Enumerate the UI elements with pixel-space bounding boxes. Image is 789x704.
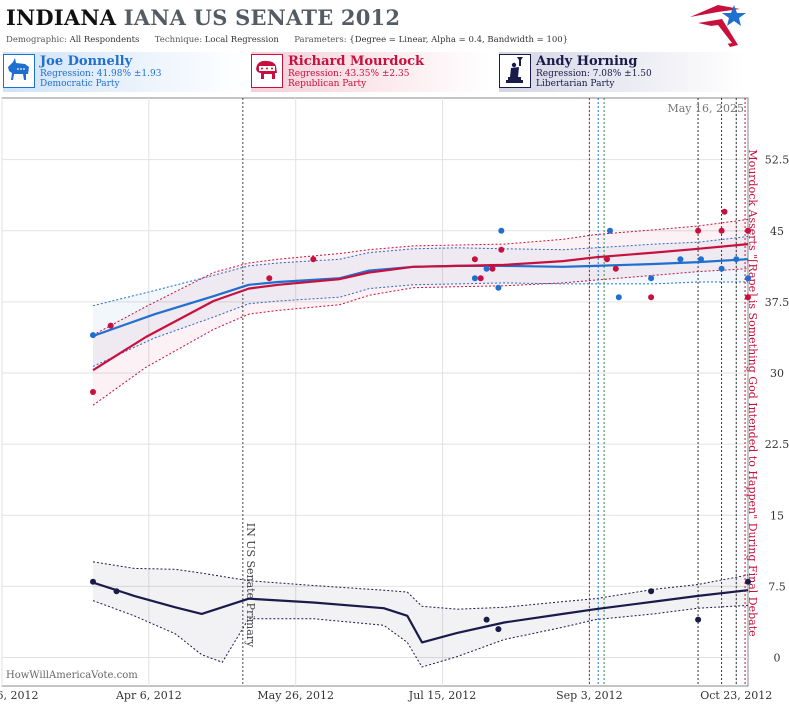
y-tick-label: 37.5 [765,296,789,309]
poll-point [695,616,702,623]
demographic-value: All Respondents [69,35,140,45]
poll-point [648,294,655,301]
poll-point [721,208,728,215]
poll-point [266,275,273,282]
poll-regression-chart: IN US Senate Primary Mourdock Asserts "[R… [0,97,789,702]
candidate-party: Democratic Party [40,79,120,89]
x-tick-label: Oct 23, 2012 [700,689,772,702]
poll-point [471,275,478,282]
title-state: INDIANA [6,5,117,30]
candidate-panel: Joe Donnelly Regression: 41.98% ±1.93 De… [0,52,789,94]
event-annotation: IN US Senate Primary [244,523,257,648]
x-tick-label: Sep 3, 2012 [556,689,623,702]
trend-line [92,581,749,644]
poll-point [695,227,702,234]
poll-point [612,265,619,272]
date-stamp: May 16, 2025 [667,102,744,115]
star-swoosh-logo-icon [690,5,746,47]
parameters-line: Demographic: All Respondents Technique: … [6,35,568,45]
poll-point [745,227,751,234]
parameters-value: {Degree = Linear, Alpha = 0.4, Bandwidth… [349,35,569,45]
y-tick-label: 15 [770,509,784,522]
y-tick-label: 0 [774,652,781,665]
poll-point [745,578,751,585]
page-title: INDIANA IANA US SENATE 2012 [6,5,400,30]
candidate-card-horning: Andy Horning Regression: 7.08% ±1.50 Lib… [499,52,744,92]
y-tick-label: 45 [770,225,784,238]
candidate-name: Richard Mourdock [288,54,425,69]
statue-of-liberty-icon [499,54,531,88]
demographic-label: Demographic: [6,35,67,45]
poll-point [648,588,655,595]
donkey-icon [3,54,35,88]
technique-label: Technique: [154,35,203,45]
y-tick-label: 7.5 [768,580,786,593]
poll-point [733,256,740,263]
poll-point [483,265,490,272]
poll-point [113,588,120,595]
poll-point [495,284,502,291]
x-tick-label: Jul 15, 2012 [408,689,477,702]
poll-point [489,265,496,272]
y-tick-label: 30 [770,367,784,380]
plot-frame [1,97,749,687]
candidate-regression: Regression: 43.35% ±2.35 [288,69,410,79]
poll-point [604,256,610,263]
poll-point [718,227,725,234]
poll-point [745,275,751,282]
candidate-card-mourdock: Richard Mourdock Regression: 43.35% ±2.3… [251,52,491,92]
candidate-name: Andy Horning [536,54,638,69]
poll-point [615,294,622,301]
poll-point [745,294,751,301]
y-tick-label: 22.5 [765,438,789,451]
poll-point [498,227,505,234]
poll-point [498,246,505,253]
candidate-party: Libertarian Party [536,79,615,89]
poll-point [677,256,684,263]
candidate-card-donnelly: Joe Donnelly Regression: 41.98% ±1.93 De… [3,52,243,92]
candidate-regression: Regression: 7.08% ±1.50 [536,69,652,79]
poll-point [477,275,484,282]
band-upper-line [92,561,749,610]
candidate-name: Joe Donnelly [40,54,133,69]
credit-text: HowWillAmericaVote.com [6,670,138,681]
trend-line [92,243,749,372]
poll-point [495,626,502,633]
poll-point [471,256,478,263]
poll-point [607,227,613,234]
poll-point [648,275,655,282]
parameters-label: Parameters: [294,35,347,45]
candidate-regression: Regression: 41.98% ±1.93 [40,69,162,79]
x-tick-label: May 26, 2012 [257,689,334,702]
band-lower-line [92,600,749,668]
confidence-band [93,561,748,667]
poll-point [90,332,96,339]
poll-point [90,389,96,395]
technique-value: Local Regression [204,35,279,45]
confidence-band [93,236,748,367]
band-upper-line [92,218,749,336]
band-upper-line [92,236,749,307]
event-annotation: Mourdock Asserts "[Rape] is Something Go… [746,149,759,636]
elephant-icon [251,54,283,88]
poll-point [310,256,317,263]
x-tick-label: Feb 16, 2012 [0,689,39,702]
poll-point [698,256,704,263]
title-race: IANA US SENATE 2012 [123,5,401,30]
band-lower-line [92,268,749,406]
poll-point [718,265,725,272]
x-tick-label: Apr 6, 2012 [115,689,182,702]
poll-point [90,578,96,585]
y-tick-label: 52.5 [765,154,789,167]
candidate-party: Republican Party [288,79,367,89]
poll-point [483,616,490,623]
poll-point [107,322,114,329]
